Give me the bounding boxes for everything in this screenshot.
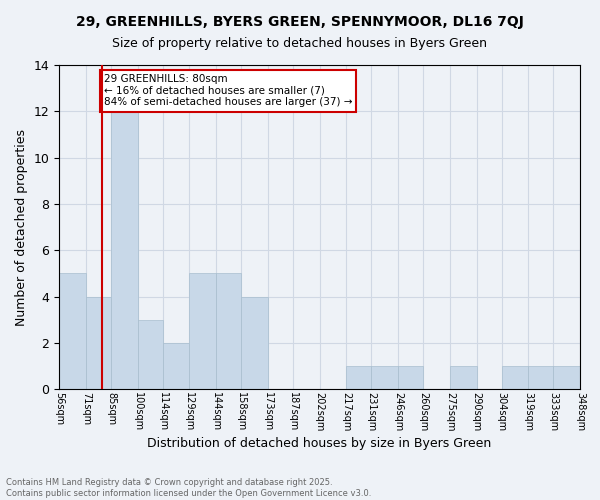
- Text: 29, GREENHILLS, BYERS GREEN, SPENNYMOOR, DL16 7QJ: 29, GREENHILLS, BYERS GREEN, SPENNYMOOR,…: [76, 15, 524, 29]
- Bar: [450, 366, 476, 389]
- Bar: [216, 274, 241, 389]
- Y-axis label: Number of detached properties: Number of detached properties: [15, 128, 28, 326]
- Bar: [137, 320, 163, 389]
- Bar: [502, 366, 528, 389]
- Text: 29 GREENHILLS: 80sqm
← 16% of detached houses are smaller (7)
84% of semi-detach: 29 GREENHILLS: 80sqm ← 16% of detached h…: [104, 74, 352, 108]
- Bar: [553, 366, 580, 389]
- Text: Contains HM Land Registry data © Crown copyright and database right 2025.
Contai: Contains HM Land Registry data © Crown c…: [6, 478, 371, 498]
- Text: Size of property relative to detached houses in Byers Green: Size of property relative to detached ho…: [113, 38, 487, 51]
- X-axis label: Distribution of detached houses by size in Byers Green: Distribution of detached houses by size …: [148, 437, 492, 450]
- Bar: [398, 366, 423, 389]
- Bar: [190, 274, 216, 389]
- Bar: [111, 88, 137, 389]
- Bar: [86, 296, 111, 389]
- Bar: [59, 274, 86, 389]
- Bar: [346, 366, 371, 389]
- Bar: [163, 343, 190, 389]
- Bar: [528, 366, 553, 389]
- Bar: [241, 296, 268, 389]
- Bar: [371, 366, 398, 389]
